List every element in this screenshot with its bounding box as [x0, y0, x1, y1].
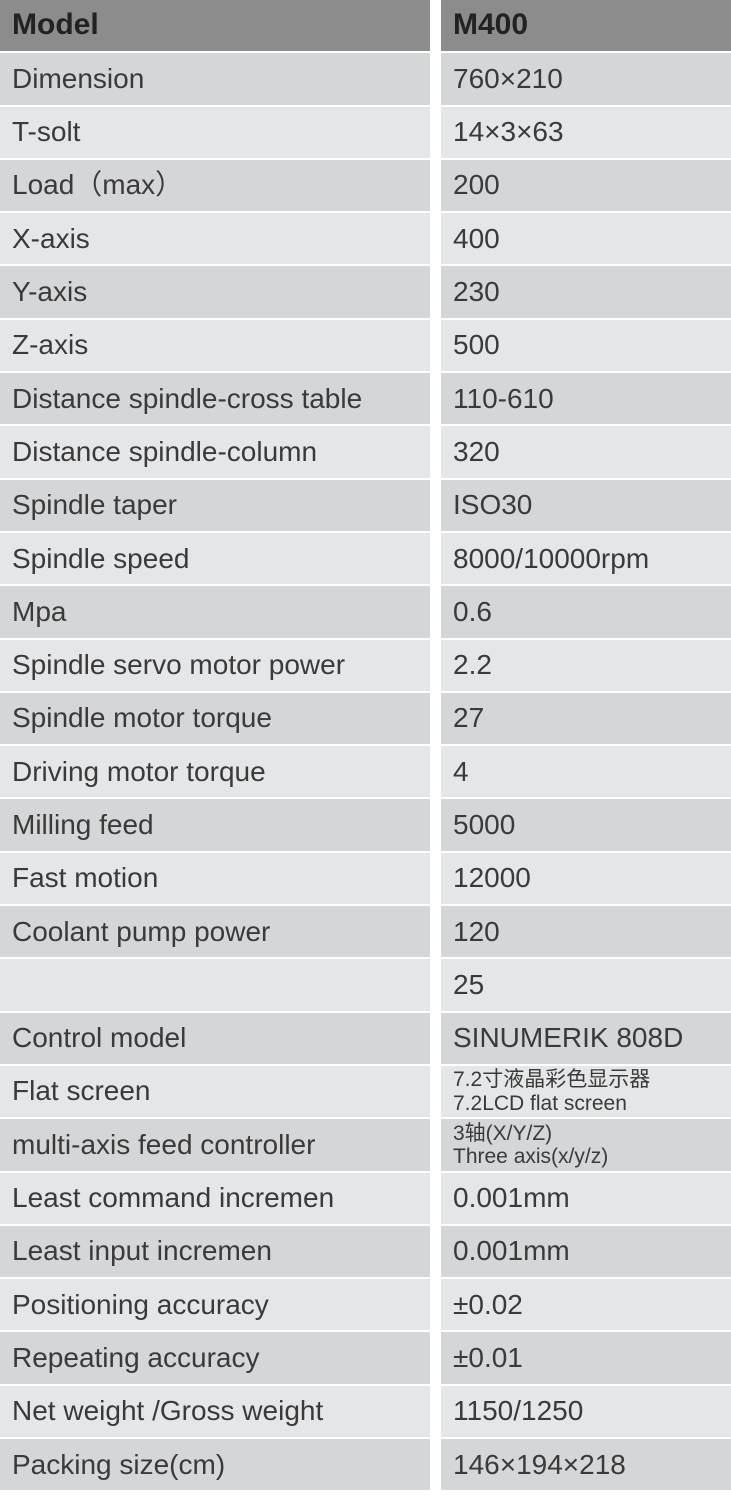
spec-value-line1: 7.2寸液晶彩色显示器: [453, 1068, 723, 1091]
spec-table: ModelDimensionT-soltLoad（max）X-axisY-axi…: [0, 0, 731, 1492]
spec-label: Mpa: [0, 586, 430, 639]
spec-value-line1: ±0.01: [453, 1342, 723, 1374]
spec-value-line1: ISO30: [453, 489, 723, 521]
spec-label: Spindle speed: [0, 533, 430, 586]
spec-value: 230: [441, 266, 731, 319]
spec-label: Dimension: [0, 53, 430, 106]
spec-value-line1: 1150/1250: [453, 1395, 723, 1427]
spec-value: 3轴(X/Y/Z)Three axis(x/y/z): [441, 1119, 731, 1172]
spec-value-line1: 400: [453, 223, 723, 255]
spec-value-line1: 200: [453, 169, 723, 201]
spec-value: 8000/10000rpm: [441, 533, 731, 586]
spec-value: 110-610: [441, 373, 731, 426]
spec-value: 760×210: [441, 53, 731, 106]
spec-value-line1: 2.2: [453, 649, 723, 681]
spec-value-line1: 14×3×63: [453, 116, 723, 148]
spec-value-line1: 110-610: [453, 383, 723, 415]
spec-value: 1150/1250: [441, 1386, 731, 1439]
spec-label: Distance spindle-column: [0, 426, 430, 479]
column-gap: [430, 0, 441, 1492]
spec-value: 12000: [441, 853, 731, 906]
spec-label: multi-axis feed controller: [0, 1119, 430, 1172]
spec-value-line1: 120: [453, 916, 723, 948]
spec-value: 320: [441, 426, 731, 479]
spec-label: Spindle motor torque: [0, 693, 430, 746]
spec-value-line2: 7.2LCD flat screen: [453, 1092, 723, 1115]
spec-value-line1: 3轴(X/Y/Z): [453, 1122, 723, 1145]
spec-value: 120: [441, 906, 731, 959]
spec-label: Packing size(cm): [0, 1439, 430, 1492]
spec-value: ±0.01: [441, 1332, 731, 1385]
spec-value-line1: 5000: [453, 809, 723, 841]
spec-value: 25: [441, 959, 731, 1012]
spec-value-line1: 8000/10000rpm: [453, 543, 723, 575]
spec-value-line1: 0.001mm: [453, 1235, 723, 1267]
spec-label: Y-axis: [0, 266, 430, 319]
spec-label: Coolant pump power: [0, 906, 430, 959]
spec-value-line1: 230: [453, 276, 723, 308]
spec-value: 500: [441, 320, 731, 373]
spec-value: 0.001mm: [441, 1173, 731, 1226]
spec-label: Least input incremen: [0, 1226, 430, 1279]
spec-label: Model: [0, 0, 430, 53]
spec-value-line1: 4: [453, 756, 723, 788]
spec-label: Distance spindle-cross table: [0, 373, 430, 426]
spec-value-line1: 320: [453, 436, 723, 468]
spec-value: ISO30: [441, 480, 731, 533]
spec-value: SINUMERIK 808D: [441, 1013, 731, 1066]
spec-table-label-column: ModelDimensionT-soltLoad（max）X-axisY-axi…: [0, 0, 430, 1492]
spec-label: Least command incremen: [0, 1173, 430, 1226]
spec-label: T-solt: [0, 107, 430, 160]
spec-label: Z-axis: [0, 320, 430, 373]
spec-value-line1: 12000: [453, 862, 723, 894]
spec-value: 4: [441, 746, 731, 799]
spec-label: Load（max）: [0, 160, 430, 213]
spec-value: 0.6: [441, 586, 731, 639]
spec-label: Spindle servo motor power: [0, 640, 430, 693]
spec-value: 400: [441, 213, 731, 266]
spec-value-line1: 0.001mm: [453, 1182, 723, 1214]
spec-label: Positioning accuracy: [0, 1279, 430, 1332]
spec-label: Flat screen: [0, 1066, 430, 1119]
spec-label: [0, 959, 430, 1012]
spec-value: 146×194×218: [441, 1439, 731, 1492]
spec-value: 200: [441, 160, 731, 213]
spec-value-line2: Three axis(x/y/z): [453, 1145, 723, 1168]
spec-value-line1: SINUMERIK 808D: [453, 1022, 723, 1054]
spec-value-line1: 27: [453, 702, 723, 734]
spec-value: 14×3×63: [441, 107, 731, 160]
spec-value-line1: 760×210: [453, 63, 723, 95]
spec-value: 7.2寸液晶彩色显示器7.2LCD flat screen: [441, 1066, 731, 1119]
spec-value-line1: 500: [453, 329, 723, 361]
spec-value: ±0.02: [441, 1279, 731, 1332]
spec-label: Repeating accuracy: [0, 1332, 430, 1385]
spec-label: Fast motion: [0, 853, 430, 906]
spec-label: Driving motor torque: [0, 746, 430, 799]
spec-value: M400: [441, 0, 731, 53]
spec-label: Control model: [0, 1013, 430, 1066]
spec-value-line1: 25: [453, 969, 723, 1001]
spec-value-line1: ±0.02: [453, 1289, 723, 1321]
spec-value-line1: 146×194×218: [453, 1449, 723, 1481]
spec-value-line1: M400: [453, 8, 723, 43]
spec-label: X-axis: [0, 213, 430, 266]
spec-table-value-column: M400 760×210 14×3×63 200 400 230 500 110-610 320…: [441, 0, 731, 1492]
spec-label: Net weight /Gross weight: [0, 1386, 430, 1439]
spec-value: 27: [441, 693, 731, 746]
spec-value: 2.2: [441, 640, 731, 693]
spec-value: 0.001mm: [441, 1226, 731, 1279]
spec-label: Spindle taper: [0, 480, 430, 533]
spec-value: 5000: [441, 799, 731, 852]
spec-label: Milling feed: [0, 799, 430, 852]
spec-value-line1: 0.6: [453, 596, 723, 628]
